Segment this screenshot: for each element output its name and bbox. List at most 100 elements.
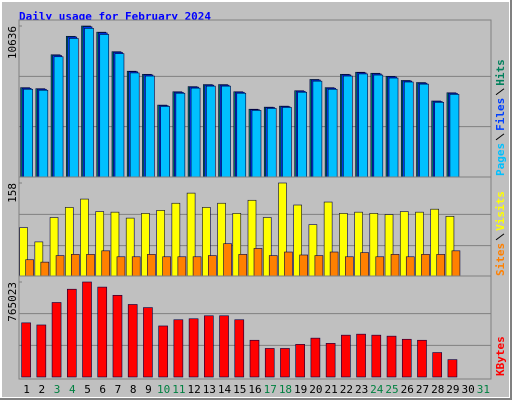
x-tick-label: 2 — [39, 383, 46, 396]
bar — [371, 334, 382, 378]
legend-separator — [495, 233, 505, 241]
bar — [38, 89, 49, 178]
bar — [266, 108, 277, 178]
bar — [190, 87, 201, 178]
bar — [280, 348, 290, 378]
bar — [356, 333, 366, 378]
x-tick-label: 29 — [446, 383, 459, 396]
bar — [451, 250, 461, 278]
bar — [160, 106, 170, 178]
bar — [236, 92, 247, 178]
x-tick-label: 4 — [69, 383, 76, 396]
bar — [341, 334, 351, 378]
bar — [268, 255, 278, 278]
bar — [432, 352, 443, 378]
bar — [390, 254, 400, 278]
x-tick-label: 25 — [385, 383, 398, 396]
bar — [249, 339, 260, 378]
bar — [99, 34, 110, 178]
bar — [345, 256, 354, 278]
x-tick-label: 5 — [84, 383, 91, 396]
x-tick-label: 24 — [370, 383, 384, 396]
bar — [297, 91, 307, 178]
x-tick-label: 28 — [431, 383, 444, 396]
x-tick-label: 21 — [325, 383, 338, 396]
x-tick-label: 9 — [145, 383, 152, 396]
x-tick-label: 10 — [157, 383, 170, 396]
x-tick-label: 6 — [99, 383, 106, 396]
legend-entry: Visits — [494, 191, 507, 231]
bar — [23, 88, 33, 178]
bar — [405, 256, 415, 278]
y-tick-label: 10636 — [6, 26, 19, 59]
x-tick-label: 30 — [462, 383, 475, 396]
legend-entry: Pages — [494, 143, 507, 176]
bar — [329, 251, 339, 278]
bar — [114, 53, 125, 178]
bar — [360, 252, 369, 278]
x-tick-label: 23 — [355, 383, 368, 396]
bar — [101, 250, 111, 278]
bar — [188, 318, 199, 378]
x-tick-label: 1 — [23, 383, 30, 396]
x-tick-label: 20 — [309, 383, 322, 396]
x-tick-label: 26 — [401, 383, 414, 396]
bar — [68, 38, 79, 178]
bar — [82, 281, 92, 378]
x-tick-label: 31 — [477, 383, 490, 396]
bar — [192, 256, 202, 278]
x-tick-label: 13 — [203, 383, 216, 396]
bar — [421, 254, 430, 278]
bar — [116, 256, 126, 278]
x-tick-label: 12 — [187, 383, 200, 396]
x-tick-label: 3 — [54, 383, 61, 396]
legend-entry: KBytes — [494, 336, 507, 376]
bar — [417, 339, 427, 378]
bar — [312, 80, 323, 178]
legend-separator — [495, 88, 505, 96]
bar — [238, 254, 248, 278]
bar — [295, 344, 305, 378]
bar — [299, 254, 308, 278]
bar — [162, 256, 171, 278]
bar — [158, 325, 168, 378]
bar — [173, 319, 184, 378]
bar — [375, 256, 385, 278]
x-tick-label: 22 — [340, 383, 353, 396]
bar — [70, 254, 80, 278]
bar — [343, 75, 353, 178]
bar — [401, 338, 412, 378]
bar — [234, 319, 245, 378]
bar — [36, 324, 47, 378]
bar — [314, 255, 324, 278]
bar — [219, 315, 229, 378]
x-tick-label: 19 — [294, 383, 307, 396]
legend-entry: Files — [494, 98, 507, 131]
bar — [177, 256, 187, 278]
bar — [112, 294, 123, 378]
bar — [208, 255, 217, 278]
bar — [373, 74, 384, 178]
bar — [131, 256, 141, 278]
bar — [447, 359, 458, 378]
bar — [97, 286, 108, 378]
bar — [223, 243, 232, 278]
bar — [282, 107, 292, 178]
bar — [143, 307, 153, 378]
bar — [251, 110, 262, 178]
x-tick-label: 7 — [115, 383, 122, 396]
legend-entry: Hits — [494, 59, 507, 86]
bar — [284, 251, 293, 278]
bar — [145, 75, 155, 178]
bar — [86, 254, 95, 278]
bar — [325, 343, 336, 378]
x-tick-label: 16 — [248, 383, 261, 396]
bar — [21, 322, 31, 378]
bar — [129, 72, 140, 178]
bar — [436, 254, 446, 278]
bar — [84, 28, 94, 178]
bar — [386, 335, 397, 378]
bar — [403, 81, 414, 178]
